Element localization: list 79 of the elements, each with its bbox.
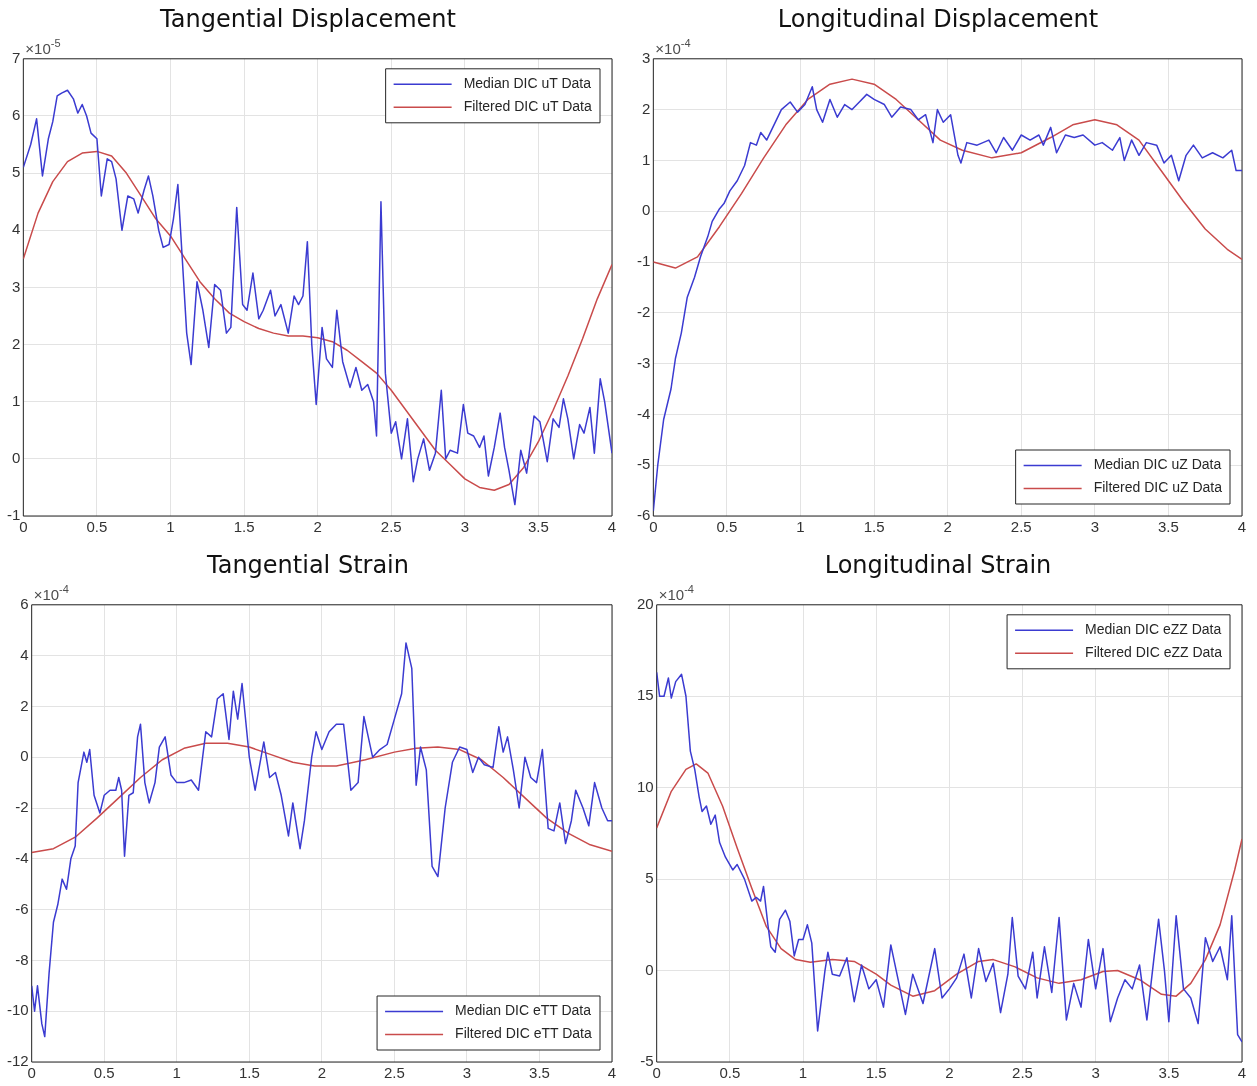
y-tick-label: -6 (636, 506, 651, 524)
y-tick-label: -1 (6, 506, 21, 524)
x-tick-label: 0.5 (716, 518, 738, 536)
x-tick-label: 3 (1090, 518, 1100, 536)
y-tick-label: 20 (637, 594, 654, 612)
x-tick-label: 1 (796, 518, 805, 536)
x-tick-label: 2 (317, 1064, 327, 1082)
x-tick-label: 1.5 (865, 1064, 887, 1082)
y-tick-label: 0 (645, 960, 654, 978)
x-tick-label: 2.5 (1012, 1064, 1033, 1082)
y-tick-label: 4 (11, 220, 21, 238)
x-tick-label: 1.5 (233, 518, 255, 536)
y-tick-label: 2 (641, 99, 651, 117)
y-tick-label: 0 (641, 201, 651, 219)
y-tick-label: 2 (11, 334, 21, 352)
y-tick-label: -6 (15, 899, 29, 917)
x-tick-label: 1 (166, 518, 175, 536)
y-tick-label: -3 (636, 353, 651, 371)
y-tick-label: 3 (641, 48, 651, 66)
y-tick-label: -12 (6, 1052, 29, 1070)
y-tick-label: -8 (15, 950, 29, 968)
y-tick-label: 2 (20, 696, 29, 714)
x-tick-label: 3.5 (527, 518, 549, 536)
y-tick-label: 6 (11, 106, 21, 124)
chart-title: Longitudinal Strain (824, 550, 1052, 579)
legend-label: Filtered DIC eTT Data (455, 1025, 592, 1042)
chart-title: Tangential Displacement (159, 4, 456, 33)
x-tick-label: 3 (1091, 1064, 1100, 1082)
x-tick-label: 2 (313, 518, 322, 536)
x-tick-label: 3.5 (1157, 518, 1179, 536)
y-tick-label: -5 (636, 455, 651, 473)
x-tick-label: 1.5 (863, 518, 885, 536)
chart-title: Tangential Strain (206, 550, 409, 579)
x-tick-label: 1 (172, 1064, 181, 1082)
x-tick-label: 3.5 (529, 1064, 550, 1082)
y-tick-label: 0 (20, 747, 29, 765)
x-tick-label: 2 (945, 1064, 954, 1082)
legend-label: Filtered DIC uZ Data (1093, 479, 1223, 496)
x-tick-label: 0.5 (93, 1064, 115, 1082)
y-tick-label: -10 (6, 1001, 29, 1019)
x-tick-label: 2.5 (1010, 518, 1032, 536)
y-tick-label: 15 (637, 686, 654, 704)
y-tick-label: 10 (637, 777, 654, 795)
legend-label: Median DIC eZZ Data (1085, 621, 1222, 638)
x-tick-label: 4 (607, 518, 617, 536)
y-tick-label: -4 (15, 848, 29, 866)
x-tick-label: 2 (943, 518, 952, 536)
x-tick-label: 0.5 (86, 518, 108, 536)
y-tick-label: 4 (20, 645, 29, 663)
y-tick-label: -5 (640, 1052, 654, 1070)
y-tick-label: 5 (645, 869, 654, 887)
y-tick-label: -1 (636, 252, 651, 270)
legend-label: Median DIC uT Data (463, 75, 592, 92)
legend-label: Filtered DIC uT Data (463, 98, 592, 115)
y-tick-label: 1 (641, 150, 651, 168)
x-tick-label: 3 (460, 518, 470, 536)
x-tick-label: 4 (1237, 1064, 1247, 1082)
legend-label: Filtered DIC eZZ Data (1085, 644, 1223, 661)
x-tick-label: 1 (798, 1064, 808, 1082)
x-tick-label: 4 (1237, 518, 1247, 536)
x-tick-label: 4 (607, 1064, 617, 1082)
y-tick-label: 6 (20, 594, 29, 612)
y-tick-label: 7 (11, 48, 21, 66)
x-tick-label: 1.5 (238, 1064, 260, 1082)
y-tick-label: 5 (11, 163, 21, 181)
y-tick-label: -2 (636, 302, 651, 320)
y-tick-label: -2 (15, 798, 29, 816)
x-tick-label: 2.5 (383, 1064, 405, 1082)
legend-label: Median DIC uZ Data (1093, 456, 1222, 473)
x-tick-label: 3.5 (1158, 1064, 1180, 1082)
x-tick-label: 0.5 (719, 1064, 741, 1082)
y-tick-label: 1 (11, 391, 21, 409)
y-tick-label: -4 (636, 404, 651, 422)
chart-title: Longitudinal Displacement (777, 4, 1099, 33)
x-tick-label: 2.5 (380, 518, 402, 536)
legend-label: Median DIC eTT Data (455, 1002, 592, 1019)
y-tick-label: 3 (11, 277, 21, 295)
x-tick-label: 3 (462, 1064, 472, 1082)
y-tick-label: 0 (11, 448, 21, 466)
